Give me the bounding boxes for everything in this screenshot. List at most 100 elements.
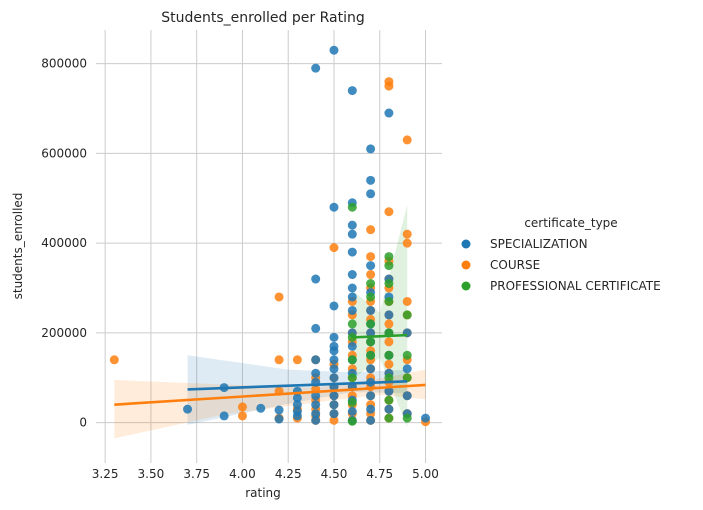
data-point	[292, 393, 302, 403]
x-tick-label: 3.75	[183, 467, 210, 481]
data-point	[347, 305, 357, 315]
data-point	[384, 337, 394, 347]
data-point	[384, 404, 394, 414]
data-points	[109, 45, 431, 427]
data-point	[366, 175, 376, 185]
axes: 3.25 3.50 3.75 4.00 4.25 4.50 4.75 5.00 0 200000 4…	[41, 57, 439, 481]
x-tick-label: 4.50	[321, 467, 348, 481]
data-point	[384, 359, 394, 369]
data-point	[402, 135, 412, 145]
x-tick-label: 4.75	[366, 467, 393, 481]
data-point	[366, 305, 376, 315]
data-point	[329, 243, 339, 253]
data-point	[366, 144, 376, 154]
x-axis-label: rating	[245, 486, 281, 500]
data-point	[366, 404, 376, 414]
data-point	[311, 409, 321, 419]
legend-label: SPECIALIZATION	[490, 237, 588, 251]
data-point	[274, 414, 284, 424]
data-point	[329, 346, 339, 356]
data-point	[366, 337, 376, 347]
x-tick-label: 4.00	[229, 467, 256, 481]
data-point	[329, 373, 339, 383]
data-point	[366, 319, 376, 329]
data-point	[402, 350, 412, 360]
data-point	[384, 386, 394, 396]
data-point	[347, 229, 357, 239]
x-tick-label: 5.00	[412, 467, 439, 481]
data-point	[366, 364, 376, 374]
data-point	[366, 391, 376, 401]
data-point	[402, 364, 412, 374]
legend-marker	[461, 260, 471, 270]
data-point	[366, 350, 376, 360]
data-point	[366, 292, 376, 302]
data-point	[366, 225, 376, 235]
data-point	[384, 310, 394, 320]
data-point	[384, 373, 394, 383]
data-point	[347, 373, 357, 383]
data-point	[311, 274, 321, 284]
data-point	[311, 415, 321, 425]
chart-title: Students_enrolled per Rating	[161, 10, 364, 26]
data-point	[347, 341, 357, 351]
legend-marker	[461, 239, 471, 249]
trend-line-2	[352, 333, 408, 339]
data-point	[347, 283, 357, 293]
data-point	[347, 270, 357, 280]
data-point	[384, 319, 394, 329]
data-point	[384, 252, 394, 262]
legend-marker	[461, 281, 471, 291]
data-point	[402, 391, 412, 401]
data-point	[366, 279, 376, 289]
legend-label: PROFESSIONAL CERTIFICATE	[490, 279, 661, 293]
data-point	[347, 406, 357, 416]
data-point	[366, 261, 376, 271]
confidence-bands	[114, 204, 426, 439]
data-point	[384, 279, 394, 289]
y-tick-label: 200000	[41, 326, 87, 340]
data-point	[402, 229, 412, 239]
data-point	[384, 207, 394, 217]
data-point	[347, 416, 357, 426]
data-point	[366, 252, 376, 262]
confidence-band-1	[114, 369, 426, 439]
data-point	[311, 323, 321, 333]
data-point	[329, 364, 339, 374]
x-tick-label: 3.50	[138, 467, 165, 481]
trend-line-0	[187, 380, 408, 391]
data-point	[329, 415, 339, 425]
data-point	[329, 409, 339, 419]
data-point	[402, 296, 412, 306]
data-point	[421, 413, 431, 423]
y-tick-label: 600000	[41, 146, 87, 160]
data-point	[311, 400, 321, 410]
data-point	[384, 261, 394, 271]
legend-label: COURSE	[490, 258, 540, 272]
data-point	[256, 403, 266, 413]
data-point	[384, 296, 394, 306]
data-point	[384, 413, 394, 423]
data-point	[311, 63, 321, 73]
data-point	[274, 405, 284, 415]
data-point	[384, 108, 394, 118]
data-point	[329, 301, 339, 311]
data-point	[329, 45, 339, 55]
trend-line-1	[114, 383, 426, 406]
data-point	[183, 404, 193, 414]
data-point	[384, 81, 394, 91]
y-tick-label: 800000	[41, 57, 87, 71]
data-point	[292, 355, 302, 365]
data-point	[109, 355, 119, 365]
y-tick-label: 400000	[41, 236, 87, 250]
data-point	[274, 355, 284, 365]
data-point	[347, 247, 357, 257]
data-point	[347, 220, 357, 230]
data-point	[366, 270, 376, 280]
legend-title: certificate_type	[524, 216, 617, 230]
data-point	[292, 400, 302, 410]
data-point	[329, 202, 339, 212]
data-point	[402, 373, 412, 383]
confidence-band-2	[352, 204, 408, 428]
